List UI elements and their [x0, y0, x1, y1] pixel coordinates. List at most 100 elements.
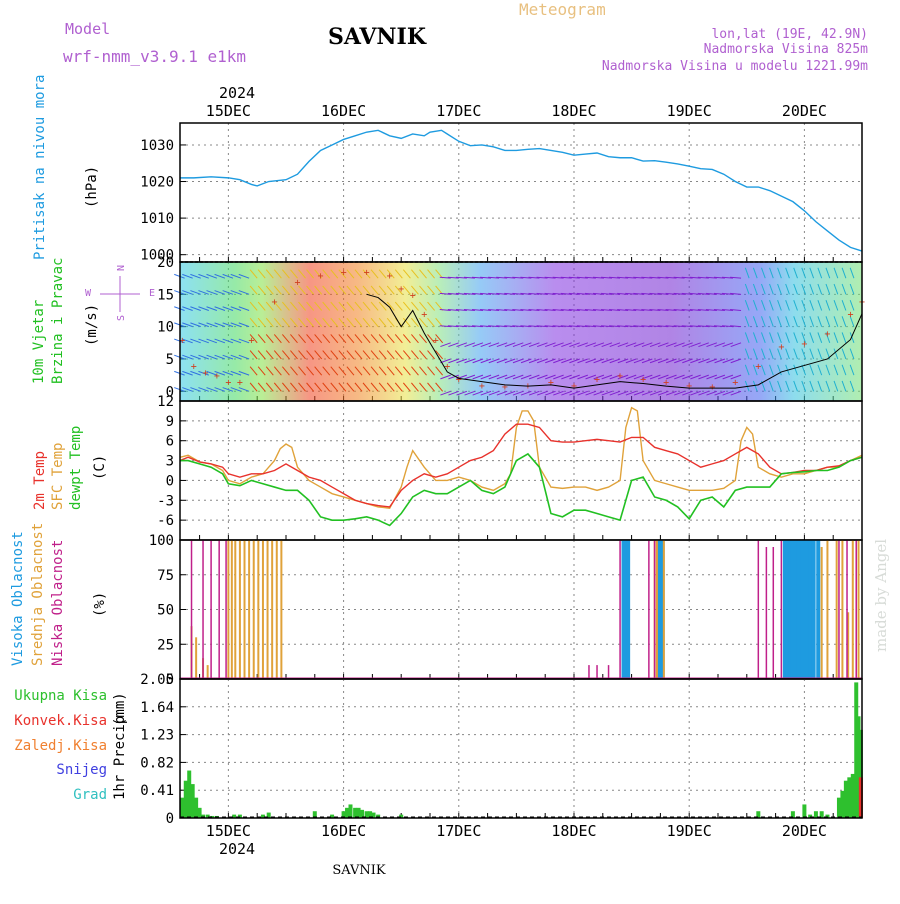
wind-arrow: [488, 292, 500, 295]
wind-arrow: [849, 348, 855, 360]
wind-arrow: [617, 309, 629, 311]
wind-arrow: [386, 366, 395, 376]
wind-arrow: [833, 283, 839, 295]
y-tick-label: 12: [157, 394, 174, 410]
gust-marker: +: [640, 374, 646, 385]
wind-arrow: [536, 342, 548, 348]
wind-arrow: [625, 325, 637, 328]
wind-arrow: [435, 350, 444, 360]
precip-bar: [360, 809, 365, 818]
wind-arrow: [182, 290, 193, 295]
wind-arrow: [706, 390, 718, 396]
wind-arrow: [577, 342, 588, 348]
wind-arrow: [722, 390, 734, 396]
wind-arrow: [378, 382, 387, 392]
gust-marker: +: [617, 371, 623, 382]
wind-arrow: [760, 299, 766, 311]
high-cloud-label: Visoka Oblacnost: [10, 531, 26, 666]
sfc-temp-label: SFC Temp: [50, 443, 66, 510]
wind-arrow: [471, 325, 484, 328]
gust-marker: +: [548, 378, 554, 389]
wind-arrow: [488, 276, 500, 279]
wind-arrow: [545, 342, 556, 348]
wind-arrow: [249, 301, 258, 311]
wind-arrow: [402, 269, 411, 279]
precip-bar: [856, 716, 861, 818]
wind-arrow: [649, 342, 661, 348]
wind-arrow: [338, 269, 347, 279]
cloud-unit: (%): [92, 592, 108, 617]
wind-arrow: [346, 382, 355, 392]
gust-marker: +: [341, 268, 347, 279]
precip-bar: [850, 773, 855, 818]
wind-arrow: [528, 358, 540, 364]
year-label-bottom: 2024: [219, 840, 255, 858]
wind-arrow: [257, 334, 266, 344]
wind-arrow: [666, 342, 677, 348]
wind-subtitle: Brzina i Pravac: [50, 258, 66, 384]
wind-arrow: [464, 358, 476, 364]
wind-arrow: [560, 309, 572, 311]
wind-arrow: [833, 380, 839, 392]
wind-arrow: [480, 292, 492, 295]
y-tick-label: 25: [157, 637, 174, 653]
wind-arrow: [496, 292, 508, 295]
wind-arrow: [793, 316, 798, 327]
wind-arrow: [265, 269, 274, 279]
dir-south: S: [116, 315, 127, 321]
wind-arrow: [769, 316, 774, 327]
x-day-label-bottom: 16DEC: [321, 822, 366, 840]
wind-arrow: [512, 342, 524, 348]
wind-arrow: [504, 342, 516, 348]
wind-arrow: [354, 317, 363, 327]
wind-arrow: [230, 354, 242, 360]
wind-arrow: [706, 374, 718, 380]
wind-arrow: [496, 276, 508, 279]
wind-arrow: [472, 358, 484, 364]
wind-arrow: [666, 390, 677, 396]
model-name: wrf-nmm_v3.9.1 e1km: [63, 47, 246, 66]
wind-arrow: [439, 309, 451, 311]
wind-arrow: [785, 316, 790, 327]
wind-arrow: [257, 317, 266, 327]
wind-arrow: [536, 358, 548, 364]
wind-arrow: [394, 285, 403, 295]
gust-marker: +: [318, 271, 324, 282]
gust-marker: +: [732, 378, 738, 389]
wind-arrow: [182, 338, 193, 344]
wind-arrow: [439, 292, 451, 295]
wind-arrow: [793, 380, 798, 392]
wind-arrow: [552, 309, 564, 311]
wind-arrow: [435, 301, 444, 311]
wind-arrow: [472, 390, 484, 396]
wind-arrow: [520, 309, 532, 311]
wind-arrow: [752, 380, 758, 392]
wind-arrow: [386, 285, 395, 295]
wind-arrow: [585, 358, 597, 364]
wind-arrow: [198, 338, 209, 344]
wind-arrow: [419, 285, 427, 295]
wind-arrow: [214, 322, 226, 328]
gust-marker: +: [237, 378, 243, 389]
wind-arrow: [697, 292, 709, 295]
wind-arrow: [833, 267, 839, 279]
wind-arrow: [769, 348, 774, 360]
wind-arrow: [471, 276, 484, 279]
wind-arrow: [222, 273, 234, 279]
wind-arrow: [330, 269, 339, 279]
precip-bar: [825, 814, 830, 818]
wind-arrow: [777, 348, 782, 360]
wind-arrow: [760, 316, 766, 327]
wind-arrow: [633, 342, 645, 348]
wind-arrow: [633, 358, 645, 364]
precip-bar: [836, 797, 841, 818]
wind-arrow: [649, 390, 661, 396]
precip-bar: [819, 811, 824, 818]
wind-arrow: [752, 348, 758, 360]
dir-west: W: [85, 288, 92, 299]
wind-arrow: [528, 309, 540, 311]
wind-arrow: [633, 374, 645, 380]
wind-arrow: [833, 332, 839, 343]
gust-marker: +: [410, 290, 416, 301]
wind-arrow: [568, 309, 580, 311]
